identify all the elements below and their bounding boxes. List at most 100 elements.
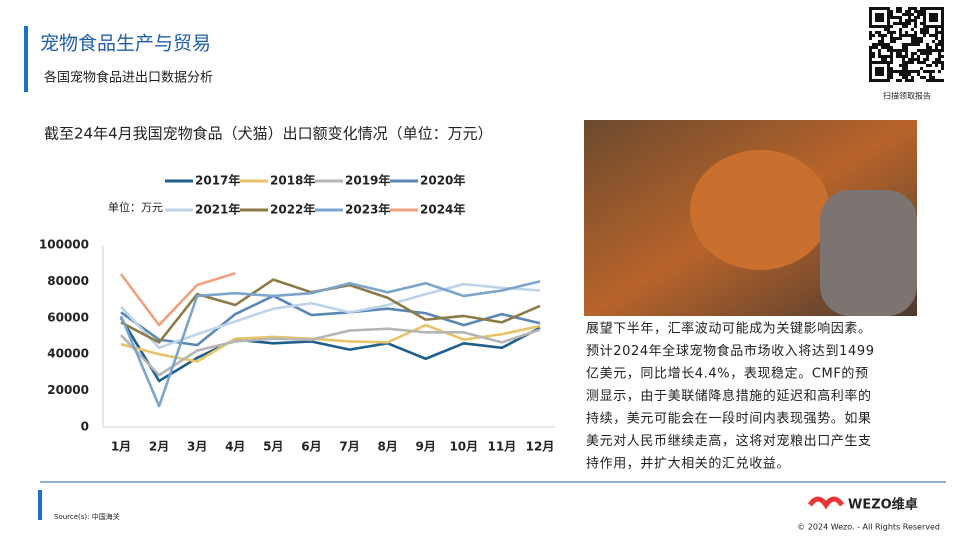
qr-cell	[935, 34, 938, 37]
qr-cell	[887, 19, 890, 22]
qr-cell	[878, 13, 881, 16]
qr-cell	[884, 43, 887, 46]
qr-cell	[938, 55, 941, 58]
paragraph-line: 亿美元，同比增长4.4%，表现稳定。CMF的预	[586, 366, 869, 382]
qr-cell	[896, 10, 899, 13]
qr-cell	[914, 37, 917, 40]
qr-cell	[941, 13, 944, 16]
series-line	[119, 271, 236, 327]
qr-cell	[875, 73, 878, 76]
qr-cell	[884, 58, 887, 61]
qr-cell	[911, 52, 914, 55]
legend-label: 2019年	[345, 173, 390, 188]
qr-cell	[935, 13, 938, 16]
qr-cell	[890, 76, 893, 79]
qr-cell	[890, 34, 893, 37]
qr-cell	[869, 7, 872, 10]
qr-cell	[902, 61, 905, 64]
qr-cell	[926, 25, 929, 28]
qr-cell	[917, 10, 920, 13]
qr-cell	[884, 34, 887, 37]
qr-cell	[908, 13, 911, 16]
qr-cell	[881, 43, 884, 46]
cat-photo-shape	[690, 150, 830, 270]
qr-cell	[917, 61, 920, 64]
qr-cell	[935, 46, 938, 49]
qr-cell	[926, 70, 929, 73]
qr-cell	[902, 64, 905, 67]
qr-cell	[917, 40, 920, 43]
qr-cell	[914, 70, 917, 73]
qr-cell	[872, 46, 875, 49]
qr-cell	[932, 40, 935, 43]
qr-cell	[893, 49, 896, 52]
x-tick-label: 6月	[301, 440, 321, 454]
qr-cell	[917, 70, 920, 73]
qr-cell	[935, 16, 938, 19]
footer-bar	[38, 490, 42, 520]
qr-cell	[902, 22, 905, 25]
qr-cell	[890, 16, 893, 19]
qr-cell	[935, 19, 938, 22]
qr-cell	[869, 52, 872, 55]
legend-label: 2023年	[345, 202, 390, 217]
qr-cell	[875, 67, 878, 70]
qr-cell	[878, 19, 881, 22]
qr-cell	[878, 52, 881, 55]
qr-cell	[902, 73, 905, 76]
qr-cell	[887, 73, 890, 76]
qr-cell	[869, 25, 872, 28]
qr-cell	[899, 7, 902, 10]
qr-cell	[938, 7, 941, 10]
qr-cell	[911, 43, 914, 46]
qr-cell	[899, 73, 902, 76]
qr-cell	[890, 49, 893, 52]
qr-cell	[914, 19, 917, 22]
qr-cell	[884, 7, 887, 10]
qr-cell	[896, 49, 899, 52]
qr-cell	[941, 49, 944, 52]
qr-cell	[914, 31, 917, 34]
qr-cell	[905, 43, 908, 46]
qr-cell	[920, 37, 923, 40]
qr-cell	[929, 25, 932, 28]
qr-cell	[875, 19, 878, 22]
qr-cell	[941, 46, 944, 49]
qr-cell	[884, 25, 887, 28]
qr-cell	[887, 43, 890, 46]
qr-cell	[887, 25, 890, 28]
qr-cell	[875, 61, 878, 64]
qr-cell	[926, 28, 929, 31]
legend-label: 2024年	[420, 202, 465, 217]
qr-cell	[920, 10, 923, 13]
qr-cell	[890, 10, 893, 13]
qr-cell	[884, 28, 887, 31]
qr-cell	[899, 64, 902, 67]
qr-cell	[908, 58, 911, 61]
qr-cell	[899, 31, 902, 34]
qr-cell	[905, 55, 908, 58]
qr-cell	[902, 76, 905, 79]
qr-cell	[929, 76, 932, 79]
qr-cell	[875, 70, 878, 73]
source: Source(s): 中国海关	[54, 512, 120, 521]
qr-cell	[923, 52, 926, 55]
qr-cell	[878, 49, 881, 52]
x-tick-label: 11月	[488, 440, 517, 454]
qr-cell	[914, 22, 917, 25]
qr-cell	[869, 22, 872, 25]
qr-cell	[923, 19, 926, 22]
qr-cell	[899, 28, 902, 31]
qr-cell	[869, 76, 872, 79]
series-line	[120, 282, 541, 350]
qr-cell	[920, 76, 923, 79]
series-line	[119, 317, 541, 383]
qr-cell	[881, 19, 884, 22]
qr-cell	[869, 37, 872, 40]
qr-cell	[893, 22, 896, 25]
qr-cell	[911, 28, 914, 31]
qr-cell	[929, 19, 932, 22]
qr-cell	[923, 58, 926, 61]
qr-cell	[899, 10, 902, 13]
